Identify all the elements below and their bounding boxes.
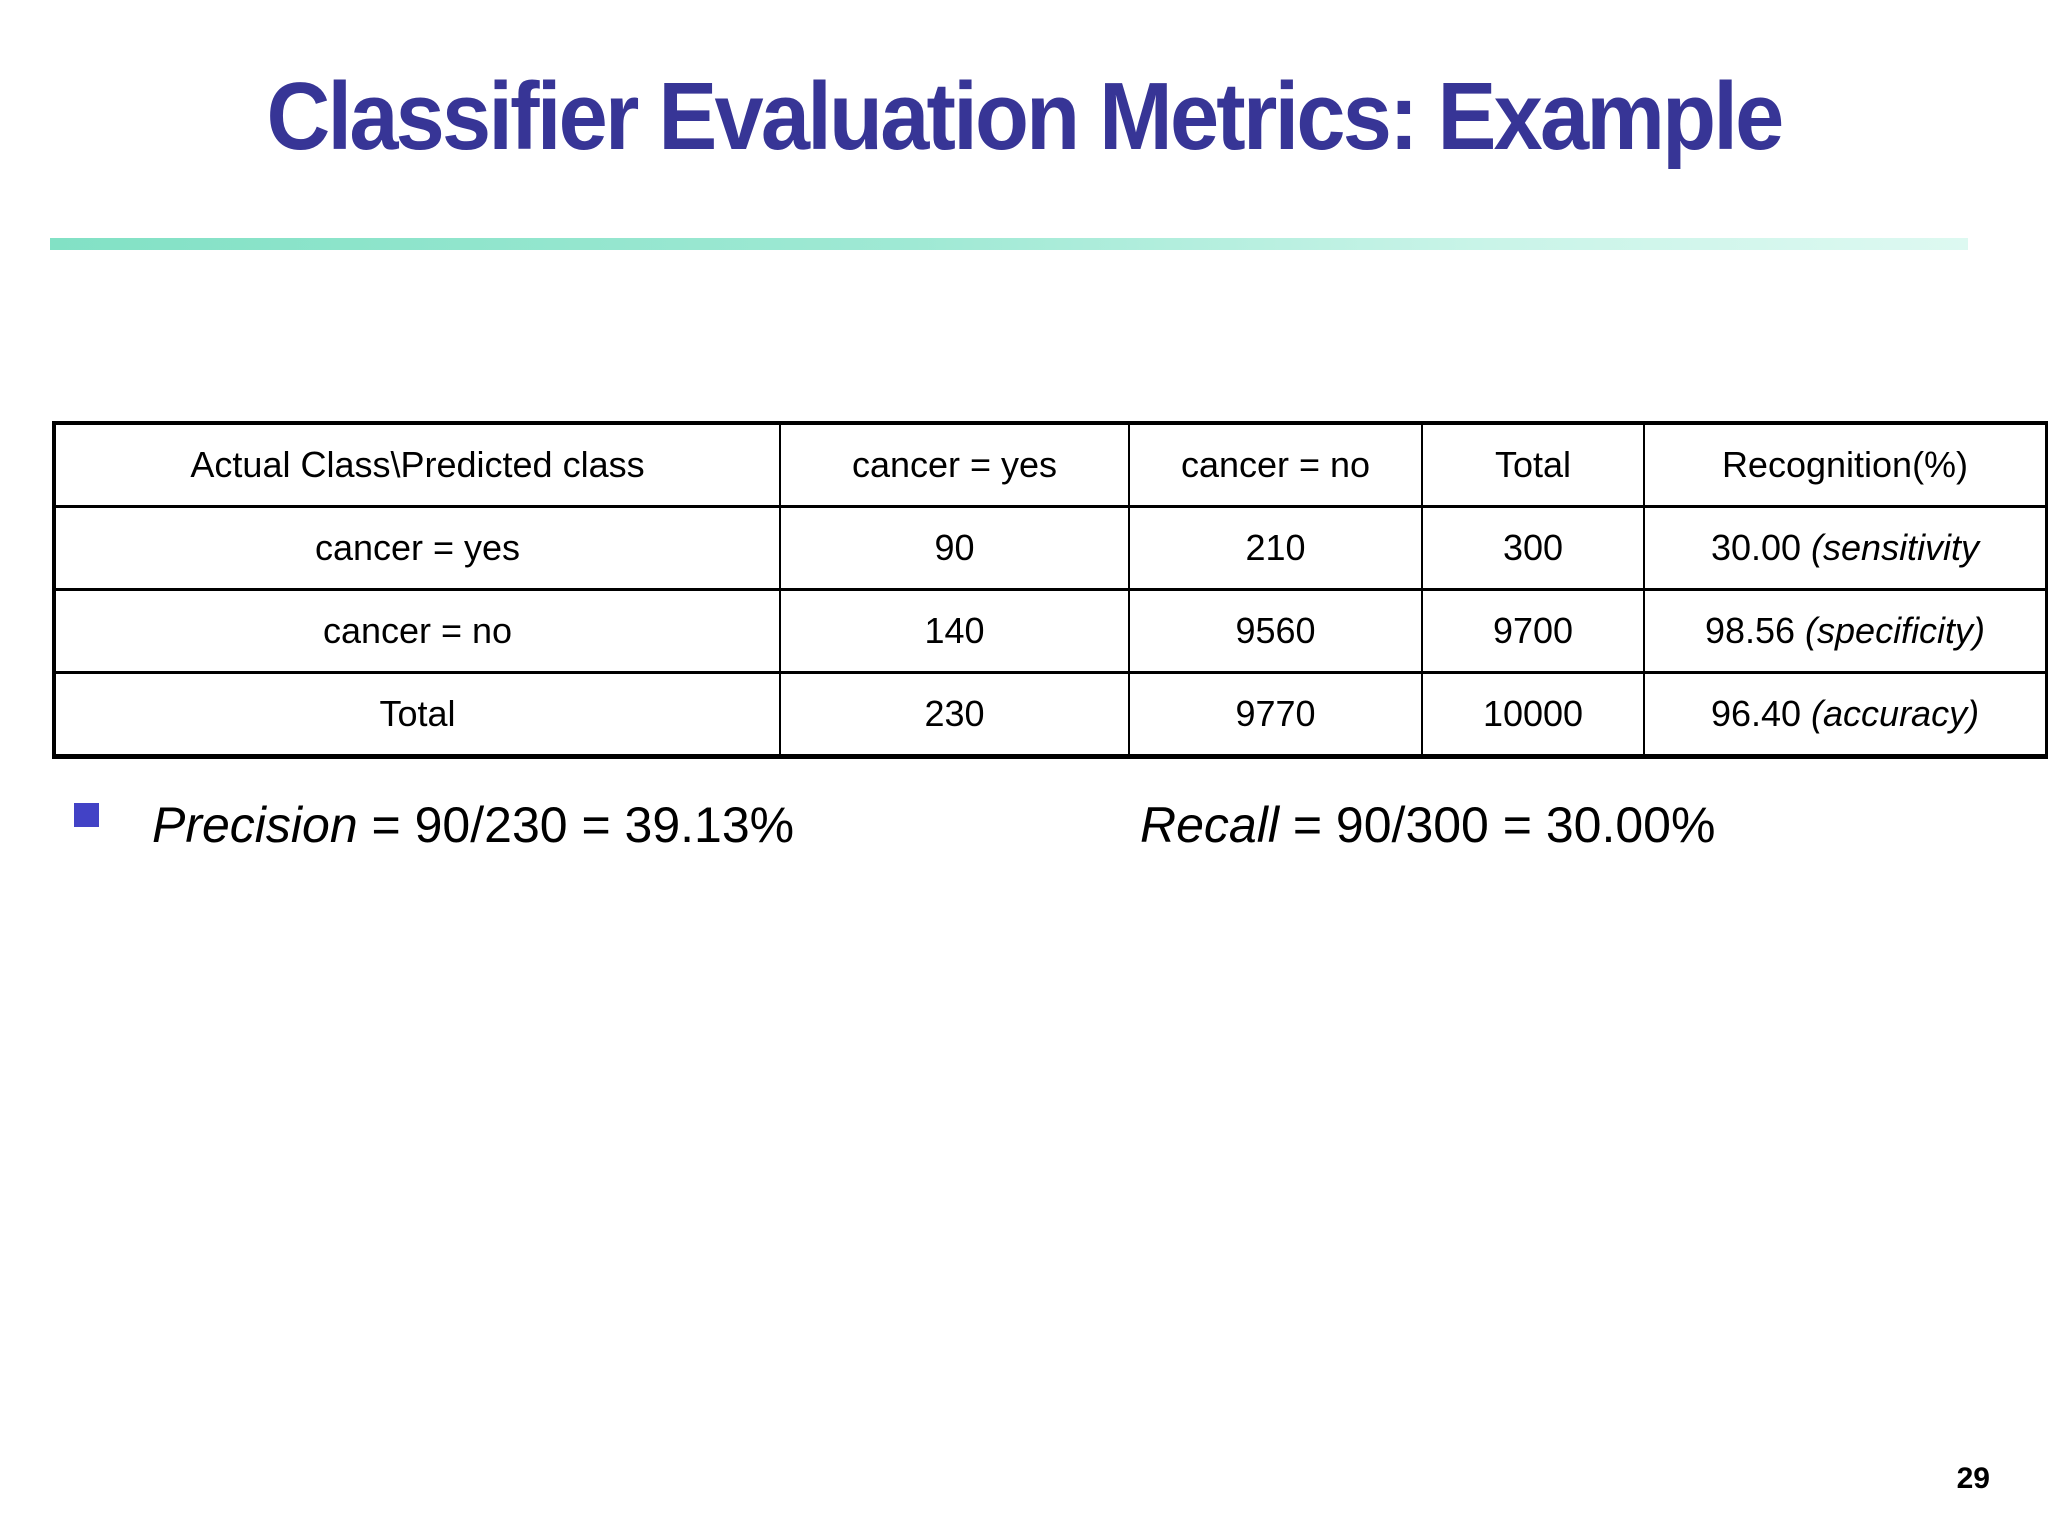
confusion-matrix-table: Actual Class\Predicted class cancer = ye…: [52, 421, 2048, 759]
table-row-cancer-yes: cancer = yes 90 210 300 30.00 (sensitivi…: [52, 505, 2048, 591]
cell-false-negative: 210: [1128, 505, 1423, 591]
table-row-total: Total 230 9770 10000 96.40 (accuracy): [52, 671, 2048, 759]
header-recognition: Recognition(%): [1643, 421, 2048, 508]
cell-recognition-specificity: 98.56 (specificity): [1643, 588, 2048, 674]
recall-label: Recall: [1140, 797, 1279, 853]
page-number: 29: [1956, 1462, 1990, 1495]
recall-formula: Recall = 90/300 = 30.00%: [1140, 796, 1715, 854]
header-cancer-yes: cancer = yes: [779, 421, 1130, 508]
recognition-value: 30.00: [1710, 527, 1812, 568]
recognition-metric-name: (specificity): [1805, 610, 1986, 651]
table-row-cancer-no: cancer = no 140 9560 9700 98.56 (specifi…: [52, 588, 2048, 674]
header-total: Total: [1421, 421, 1645, 508]
cell-predicted-yes-total: 230: [779, 671, 1130, 759]
cell-false-positive: 140: [779, 588, 1130, 674]
recognition-value: 98.56: [1704, 610, 1806, 651]
title-underline-bar: [50, 238, 1968, 250]
row-label: Total: [52, 671, 781, 759]
table-header-row: Actual Class\Predicted class cancer = ye…: [52, 421, 2048, 508]
cell-row-total: 9700: [1421, 588, 1645, 674]
cell-recognition-sensitivity: 30.00 (sensitivity: [1643, 505, 2048, 591]
cell-grand-total: 10000: [1421, 671, 1645, 759]
row-label: cancer = no: [52, 588, 781, 674]
cell-row-total: 300: [1421, 505, 1645, 591]
recognition-value: 96.40: [1710, 693, 1812, 734]
recognition-metric-name: (sensitivity: [1811, 527, 1980, 568]
precision-equation: = 90/230 = 39.13%: [357, 797, 795, 853]
cell-recognition-accuracy: 96.40 (accuracy): [1643, 671, 2048, 759]
precision-label: Precision: [152, 797, 358, 853]
precision-formula: Precision = 90/230 = 39.13%: [152, 796, 794, 854]
header-cancer-no: cancer = no: [1128, 421, 1423, 508]
slide-title: Classifier Evaluation Metrics: Example: [266, 63, 1785, 170]
cell-true-negative: 9560: [1128, 588, 1423, 674]
cell-predicted-no-total: 9770: [1128, 671, 1423, 759]
recognition-metric-name: (accuracy): [1811, 693, 1980, 734]
square-bullet-icon: [74, 803, 99, 827]
header-actual-vs-predicted: Actual Class\Predicted class: [52, 421, 781, 508]
cell-true-positive: 90: [779, 505, 1130, 591]
recall-equation: = 90/300 = 30.00%: [1278, 797, 1716, 853]
row-label: cancer = yes: [52, 505, 781, 591]
